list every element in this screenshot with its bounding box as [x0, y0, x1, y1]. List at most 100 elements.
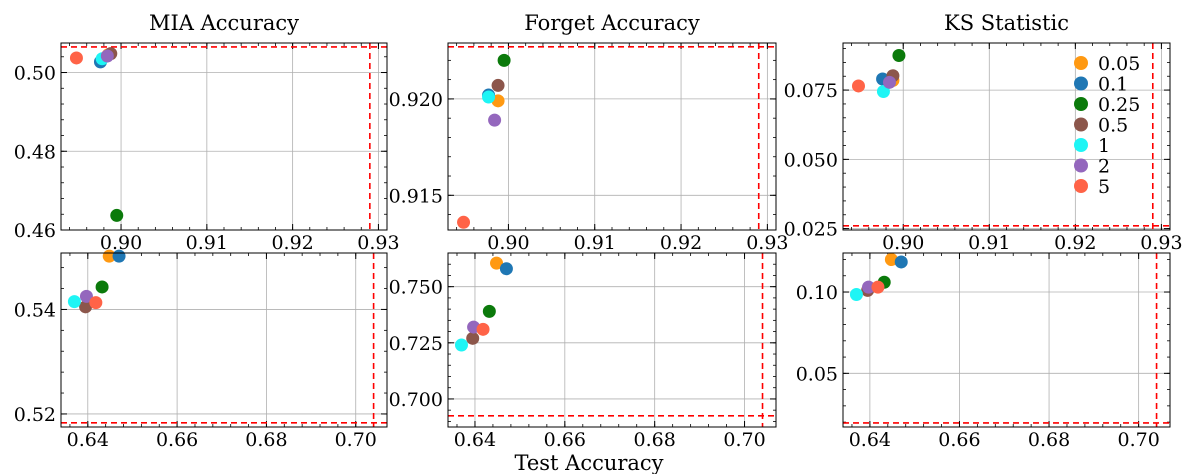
- legend-marker: [1074, 117, 1088, 132]
- x-tick-label: 0.91: [574, 232, 616, 254]
- x-tick-label: 0.66: [156, 429, 198, 451]
- data-point-1: [482, 90, 496, 104]
- figure-xlabel: Test Accuracy: [514, 451, 663, 474]
- x-tick-label: 0.64: [454, 429, 496, 451]
- axes-frame: [60, 252, 388, 428]
- y-tick-label: 0.025: [784, 219, 838, 241]
- legend-label: 0.5: [1098, 115, 1128, 137]
- legend-label: 5: [1098, 176, 1110, 198]
- x-tick-label: 0.66: [938, 429, 980, 451]
- panel-title: KS Statistic: [944, 11, 1069, 35]
- data-point-0_5: [466, 331, 480, 345]
- data-point-0_1: [894, 255, 908, 269]
- data-point-2: [79, 289, 93, 303]
- y-tick-label: 0.750: [389, 277, 443, 299]
- y-tick-label: 0.48: [14, 141, 56, 163]
- panel-1: 0.90 0.91 0.92 0.93 0.915 0.920 Forget Accurac…: [389, 11, 789, 254]
- data-point-0_5: [491, 78, 505, 92]
- data-point-1: [454, 338, 468, 352]
- axes-frame: [842, 252, 1171, 428]
- x-tick-label: 0.91: [186, 232, 228, 254]
- data-point-0_25: [95, 280, 109, 294]
- axes-frame: [447, 42, 777, 231]
- data-point-5: [871, 280, 885, 294]
- data-point-0_25: [892, 48, 906, 62]
- data-point-0_25: [497, 53, 511, 67]
- y-tick-label: 0.920: [389, 89, 443, 111]
- x-tick-label: 0.70: [1117, 429, 1159, 451]
- y-tick-label: 0.46: [14, 220, 56, 242]
- legend-marker: [1074, 179, 1088, 193]
- data-point-2: [862, 280, 876, 294]
- data-point-1: [849, 287, 863, 301]
- axes-frame: [842, 42, 1171, 231]
- data-point-0_25: [482, 304, 496, 318]
- data-point-2: [100, 49, 114, 63]
- x-tick-label: 0.93: [746, 232, 788, 254]
- x-tick-label: 0.93: [1140, 232, 1182, 254]
- x-tick-label: 0.90: [882, 232, 924, 254]
- data-point-0_1: [499, 262, 513, 276]
- panel-0: 0.90 0.91 0.92 0.93 0.46 0.48 0.50 MIA Accuracy: [14, 11, 400, 254]
- data-point-2: [488, 113, 502, 127]
- axes-frame: [447, 252, 777, 428]
- data-point-1: [67, 295, 81, 309]
- x-tick-label: 0.92: [660, 232, 702, 254]
- y-tick-label: 0.54: [14, 299, 56, 321]
- data-point-2: [882, 75, 896, 89]
- x-tick-label: 0.93: [357, 232, 399, 254]
- x-tick-label: 0.70: [723, 429, 765, 451]
- y-tick-label: 0.50: [14, 63, 56, 85]
- data-point-0_1: [112, 249, 126, 263]
- panel-title: MIA Accuracy: [149, 11, 299, 35]
- y-tick-label: 0.915: [389, 185, 443, 207]
- data-point-5: [457, 215, 471, 229]
- data-point-5: [69, 51, 83, 65]
- legend-marker: [1074, 158, 1088, 173]
- legend-label: 1: [1098, 135, 1110, 157]
- x-tick-label: 0.91: [968, 232, 1010, 254]
- legend-marker: [1074, 56, 1088, 70]
- x-tick-label: 0.90: [100, 232, 142, 254]
- x-tick-label: 0.92: [1054, 232, 1096, 254]
- legend-marker: [1074, 76, 1088, 91]
- x-tick-label: 0.68: [245, 429, 287, 451]
- legend-marker: [1074, 138, 1088, 152]
- y-tick-label: 0.05: [796, 363, 838, 385]
- x-tick-label: 0.90: [487, 232, 529, 254]
- data-point-0_05: [490, 256, 504, 270]
- x-tick-label: 0.64: [849, 429, 891, 451]
- x-tick-label: 0.68: [1028, 429, 1070, 451]
- legend-label: 0.25: [1098, 94, 1140, 116]
- legend-label: 2: [1098, 156, 1110, 178]
- y-tick-label: 0.52: [14, 404, 56, 426]
- data-point-1: [876, 84, 890, 98]
- legend-marker: [1074, 97, 1088, 111]
- data-point-5: [851, 79, 865, 93]
- legend-label: 0.1: [1098, 74, 1128, 96]
- y-tick-label: 0.10: [796, 282, 838, 304]
- data-point-5: [89, 296, 103, 310]
- axes-frame: [60, 42, 388, 231]
- data-point-0_05: [884, 253, 898, 267]
- data-point-5: [476, 322, 490, 336]
- panel-title: Forget Accuracy: [524, 11, 700, 35]
- x-tick-label: 0.66: [544, 429, 586, 451]
- panel-2: 0.90 0.91 0.92 0.93 0.025 0.050 0.075 KS Statis…: [784, 11, 1182, 254]
- legend-label: 0.05: [1098, 53, 1140, 75]
- x-tick-label: 0.70: [335, 429, 377, 451]
- panel-4: 0.64 0.66 0.68 0.70 0.700 0.725 0.750: [389, 252, 777, 451]
- panels: 0.90 0.91 0.92 0.93 0.46 0.48 0.50 MIA Accuracy…: [14, 11, 1182, 451]
- y-tick-label: 0.700: [389, 389, 443, 411]
- x-tick-label: 0.68: [634, 429, 676, 451]
- y-tick-label: 0.075: [784, 80, 838, 102]
- panel-5: 0.64 0.66 0.68 0.70 0.05 0.10: [796, 252, 1171, 451]
- panel-3: 0.64 0.66 0.68 0.70 0.52 0.54: [14, 249, 388, 451]
- data-point-0_5: [79, 300, 93, 314]
- x-tick-label: 0.92: [271, 232, 313, 254]
- y-tick-label: 0.725: [389, 333, 443, 355]
- x-tick-label: 0.64: [67, 429, 109, 451]
- y-tick-label: 0.050: [784, 149, 838, 171]
